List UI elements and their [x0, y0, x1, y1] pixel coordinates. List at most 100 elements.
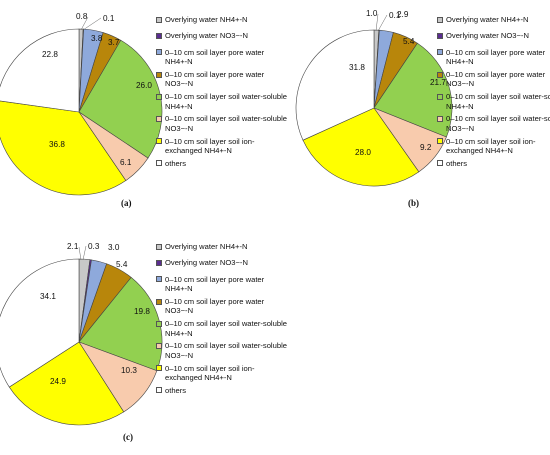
legend-label: Overlying water NO3−-N — [446, 31, 529, 41]
legend-label: 0–10 cm soil layer soil water-soluble NH… — [165, 92, 287, 111]
pie-slice — [302, 107, 420, 187]
legend-label: Overlying water NO3−-N — [165, 258, 248, 268]
legend-swatch — [156, 116, 162, 123]
slice-value-label: 3.0 — [108, 243, 120, 252]
legend-c: Overlying water NH4+-N Overlying water NO… — [156, 242, 288, 402]
legend-swatch — [156, 138, 162, 145]
pie-b — [295, 29, 453, 187]
leader-line — [377, 14, 388, 32]
slice-value-label: 10.3 — [121, 366, 137, 375]
legend-label: 0–10 cm soil layer pore water NH4+-N — [165, 274, 265, 294]
legend-item: others — [156, 159, 288, 168]
legend-item: 0–10 cm soil layer soil water-soluble NO… — [437, 114, 550, 133]
legend-label: 0–10 cm soil layer pore water NO3−-N — [165, 70, 265, 89]
legend-item: others — [437, 159, 550, 168]
legend-label: 0–10 cm soil layer soil ion-exchanged NH… — [165, 363, 255, 383]
pie-slice — [8, 341, 125, 426]
legend-swatch — [156, 71, 162, 78]
legend-label: 0–10 cm soil layer pore water NH4+-N — [165, 47, 265, 67]
slice-value-label: 6.1 — [120, 158, 132, 167]
legend-item: 0–10 cm soil layer soil ion-exchanged NH… — [156, 137, 288, 156]
legend-label: 0–10 cm soil layer soil water-soluble NH… — [165, 319, 287, 338]
legend-item: 0–10 cm soil layer pore water NO3−-N — [156, 70, 288, 89]
legend-label: others — [165, 385, 187, 395]
legend-swatch — [156, 243, 162, 250]
legend-item: 0–10 cm soil layer soil water-soluble NH… — [156, 319, 288, 338]
legend-label: 0–10 cm soil layer pore water NO3−-N — [446, 70, 546, 89]
legend-b: Overlying water NH4+-N Overlying water NO… — [437, 15, 550, 175]
legend-swatch — [437, 16, 443, 23]
legend-item: 0–10 cm soil layer soil ion-exchanged NH… — [156, 364, 288, 383]
legend-item: 0–10 cm soil layer soil water-soluble NO… — [156, 341, 288, 360]
legend-label: 0–10 cm soil layer pore water NO3−-N — [165, 297, 265, 316]
slice-value-label: 28.0 — [355, 148, 371, 157]
legend-label: Overlying water NH4+-N — [165, 242, 248, 251]
legend-item: Overlying water NH4+-N — [437, 15, 550, 24]
pie-slice — [78, 276, 163, 372]
slice-value-label: 1.0 — [366, 9, 378, 18]
legend-label: others — [446, 158, 468, 168]
leader-line — [82, 17, 102, 31]
pie-a — [0, 28, 163, 196]
legend-item: Overlying water NO3−-N — [156, 258, 288, 267]
legend-label: others — [165, 158, 187, 168]
legend-swatch — [156, 16, 162, 23]
leader-line — [375, 13, 379, 32]
legend-swatch — [437, 116, 443, 123]
legend-label: 0–10 cm soil layer soil water-soluble NH… — [446, 92, 550, 111]
legend-swatch — [156, 276, 162, 283]
slice-value-label: 5.4 — [116, 260, 128, 269]
slice-value-label: 36.8 — [49, 140, 65, 149]
legend-swatch — [156, 260, 162, 266]
legend-label: Overlying water NH4+-N — [446, 15, 529, 24]
slice-value-label: 5.4 — [403, 37, 415, 46]
pie-slice — [373, 42, 453, 138]
slice-value-label: 0.1 — [103, 14, 115, 23]
legend-label: 0–10 cm soil layer soil ion-exchanged NH… — [446, 136, 536, 156]
legend-swatch — [156, 298, 162, 305]
legend-item: 0–10 cm soil layer pore water NO3−-N — [156, 297, 288, 316]
slice-value-label: 3.8 — [91, 34, 103, 43]
legend-item: 0–10 cm soil layer soil water-soluble NO… — [156, 114, 288, 133]
slice-value-label: 21.7 — [430, 78, 446, 87]
pie-slice — [0, 100, 127, 196]
pie-slice — [78, 39, 163, 159]
legend-item: others — [156, 386, 288, 395]
legend-item: Overlying water NO3−-N — [156, 31, 288, 40]
slice-value-label: 9.2 — [420, 143, 432, 152]
legend-swatch — [156, 33, 162, 39]
legend-item: 0–10 cm soil layer pore water NH4+-N — [156, 275, 288, 294]
legend-swatch — [156, 387, 162, 394]
pie-slice — [0, 258, 80, 388]
slice-value-label: 0.1 — [389, 11, 401, 20]
leader-line — [82, 245, 87, 261]
slice-value-label: 34.1 — [40, 292, 56, 301]
legend-swatch — [437, 33, 443, 39]
slice-value-label: 24.9 — [50, 377, 66, 386]
slice-value-label: 0.8 — [76, 12, 88, 21]
slice-value-label: 0.3 — [88, 242, 100, 251]
leader-line — [78, 246, 82, 261]
leader-line — [80, 16, 89, 31]
legend-swatch — [437, 49, 443, 56]
pie-slice — [0, 28, 80, 113]
legend-a: Overlying water NH4+-N Overlying water NO… — [156, 15, 288, 175]
legend-swatch — [156, 365, 162, 372]
slice-value-label: 19.8 — [134, 307, 150, 316]
legend-item: Overlying water NH4+-N — [156, 242, 288, 251]
caption-c: (c) — [123, 432, 133, 442]
legend-item: 0–10 cm soil layer soil ion-exchanged NH… — [437, 137, 550, 156]
slice-value-label: 31.8 — [349, 63, 365, 72]
legend-swatch — [156, 320, 162, 327]
caption-a: (a) — [121, 198, 132, 208]
slice-value-label: 2.9 — [397, 10, 409, 19]
legend-item: Overlying water NO3−-N — [437, 31, 550, 40]
legend-swatch — [437, 93, 443, 100]
legend-swatch — [437, 138, 443, 145]
slice-value-label: 22.8 — [42, 50, 58, 59]
legend-swatch — [156, 160, 162, 167]
slice-value-label: 26.0 — [136, 81, 152, 90]
legend-label: 0–10 cm soil layer soil ion-exchanged NH… — [165, 136, 255, 156]
